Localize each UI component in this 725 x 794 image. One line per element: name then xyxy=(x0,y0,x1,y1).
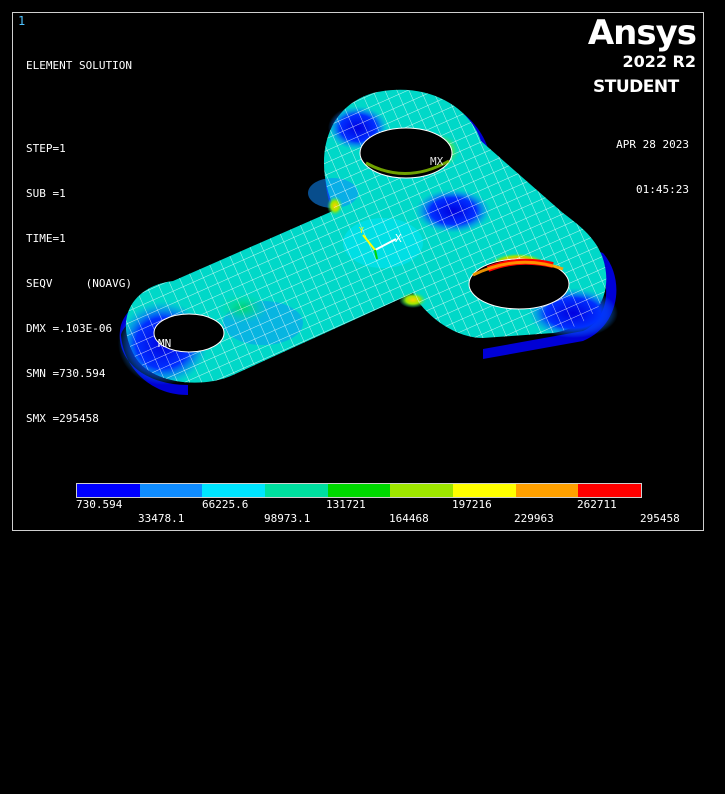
info-line-time: TIME=1 xyxy=(26,232,66,245)
fea-model[interactable] xyxy=(13,13,703,530)
ansys-logo: Ansys xyxy=(587,13,697,53)
hole-left xyxy=(153,313,225,353)
info-line-sub: SUB =1 xyxy=(26,187,66,200)
axis-triad xyxy=(362,234,397,260)
axis-x-label: X xyxy=(395,232,402,245)
legend-band-7 xyxy=(453,484,516,497)
window-number: 1 xyxy=(18,14,26,28)
legend-band-2 xyxy=(139,484,203,497)
hole-top xyxy=(359,127,453,179)
solution-info: ELEMENT SOLUTION STEP=1 SUB =1 TIME=1 SE… xyxy=(26,28,132,456)
legend-band-6 xyxy=(390,484,454,497)
legend-label-top-1: 730.594 xyxy=(76,498,123,511)
legend-band-9 xyxy=(578,484,642,497)
legend-band-4 xyxy=(265,484,328,497)
graphics-viewport[interactable]: 1 ELEMENT SOLUTION STEP=1 SUB =1 TIME=1 … xyxy=(12,12,704,531)
legend-band-5 xyxy=(327,484,391,497)
legend-label-top-5: 262711 xyxy=(577,498,617,511)
legend-label-bottom-3: 164468 xyxy=(389,512,429,525)
time-text: 01:45:23 xyxy=(636,183,689,196)
plate-surface xyxy=(118,89,618,385)
legend-label-top-4: 197216 xyxy=(452,498,492,511)
ansys-version: 2022 R2 xyxy=(622,52,696,71)
legend-label-bottom-5: 295458 xyxy=(640,512,680,525)
max-marker: MX xyxy=(430,155,444,168)
solution-title: ELEMENT SOLUTION xyxy=(26,59,132,72)
legend-label-bottom-1: 33478.1 xyxy=(138,512,185,525)
date-text: APR 28 2023 xyxy=(616,138,689,151)
ansys-edition: STUDENT xyxy=(593,77,679,97)
legend-band-1 xyxy=(77,484,140,497)
legend-band-3 xyxy=(202,484,266,497)
info-line-smx: SMX =295458 xyxy=(26,412,99,425)
axis-y-label: Y xyxy=(359,226,364,235)
legend-band-8 xyxy=(515,484,579,497)
legend-label-bottom-2: 98973.1 xyxy=(264,512,311,525)
hole-right xyxy=(468,258,570,310)
info-line-seqv: SEQV (NOAVG) xyxy=(26,277,132,290)
legend-label-top-2: 66225.6 xyxy=(202,498,249,511)
ansys-brand: Ansys 2022 R2 xyxy=(587,13,697,71)
contour-legend-bar xyxy=(76,483,642,498)
min-marker: MN xyxy=(158,337,172,350)
legend-label-bottom-4: 229963 xyxy=(514,512,554,525)
legend-label-top-3: 131721 xyxy=(326,498,366,511)
info-line-smn: SMN =730.594 xyxy=(26,367,106,380)
timestamp: APR 28 2023 01:45:23 xyxy=(616,107,689,227)
info-line-step: STEP=1 xyxy=(26,142,66,155)
info-line-dmx: DMX =.103E-06 xyxy=(26,322,113,335)
